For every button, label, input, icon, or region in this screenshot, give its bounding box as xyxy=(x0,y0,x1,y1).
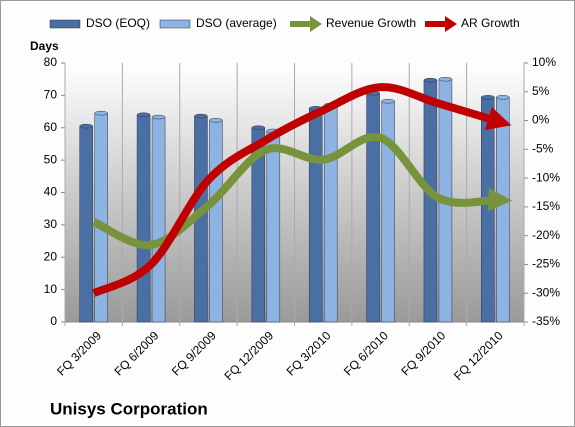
bar xyxy=(366,92,380,323)
bar xyxy=(136,114,151,323)
bar xyxy=(423,79,438,323)
line-series xyxy=(91,132,513,249)
line-series xyxy=(91,83,512,297)
bar-cap xyxy=(136,112,151,118)
bar-cap xyxy=(423,77,438,83)
bar xyxy=(151,116,166,323)
bar xyxy=(381,100,395,323)
y2-tick-label: 10% xyxy=(532,55,556,69)
y-tick-label: 20 xyxy=(44,249,58,263)
y2-tick-label: -5% xyxy=(532,142,554,156)
legend-label: DSO (EOQ) xyxy=(86,16,150,30)
bar-cap xyxy=(94,110,108,116)
chart-title: Unisys Corporation xyxy=(50,399,208,418)
bar xyxy=(481,97,495,323)
bar xyxy=(79,125,93,323)
bar-cap xyxy=(496,95,510,100)
bar-cap xyxy=(209,118,223,123)
legend-label: AR Growth xyxy=(461,16,520,30)
y-tick-label: 50 xyxy=(44,152,58,166)
legend-label: Revenue Growth xyxy=(326,16,416,30)
y-tick-label: 60 xyxy=(44,120,58,134)
bar xyxy=(308,108,323,323)
bar-cap xyxy=(438,76,453,82)
y-tick-label: 80 xyxy=(44,55,58,69)
legend-swatch xyxy=(159,19,191,29)
y2-tick-label: -30% xyxy=(532,285,560,299)
bar-cap xyxy=(251,125,266,130)
bar-cap xyxy=(381,98,395,104)
bar xyxy=(496,97,510,323)
y2-tick-label: -20% xyxy=(532,228,560,242)
y2-tick-label: 5% xyxy=(532,84,550,98)
bar-cap xyxy=(79,123,93,129)
y2-tick-label: 0% xyxy=(532,113,550,127)
y2-tick-label: -35% xyxy=(532,314,560,328)
y2-tick-label: -15% xyxy=(532,199,560,213)
legend-label: DSO (average) xyxy=(196,16,277,30)
bar-cap xyxy=(194,113,208,119)
y-tick-label: 30 xyxy=(44,217,58,231)
bar-cap xyxy=(151,114,166,120)
bar xyxy=(323,104,338,323)
legend-swatch xyxy=(445,16,457,32)
y-axis-title: Days xyxy=(30,39,59,53)
y2-tick-label: -25% xyxy=(532,257,560,271)
bar-cap xyxy=(481,95,495,100)
bar xyxy=(209,120,223,323)
legend-swatch xyxy=(49,19,81,29)
y-tick-label: 70 xyxy=(44,88,58,102)
y-tick-label: 40 xyxy=(44,185,58,199)
legend-swatch xyxy=(310,16,322,32)
y2-tick-label: -10% xyxy=(532,170,560,184)
y-tick-label: 0 xyxy=(50,314,57,328)
y-tick-label: 10 xyxy=(44,282,58,296)
bar xyxy=(266,130,281,323)
